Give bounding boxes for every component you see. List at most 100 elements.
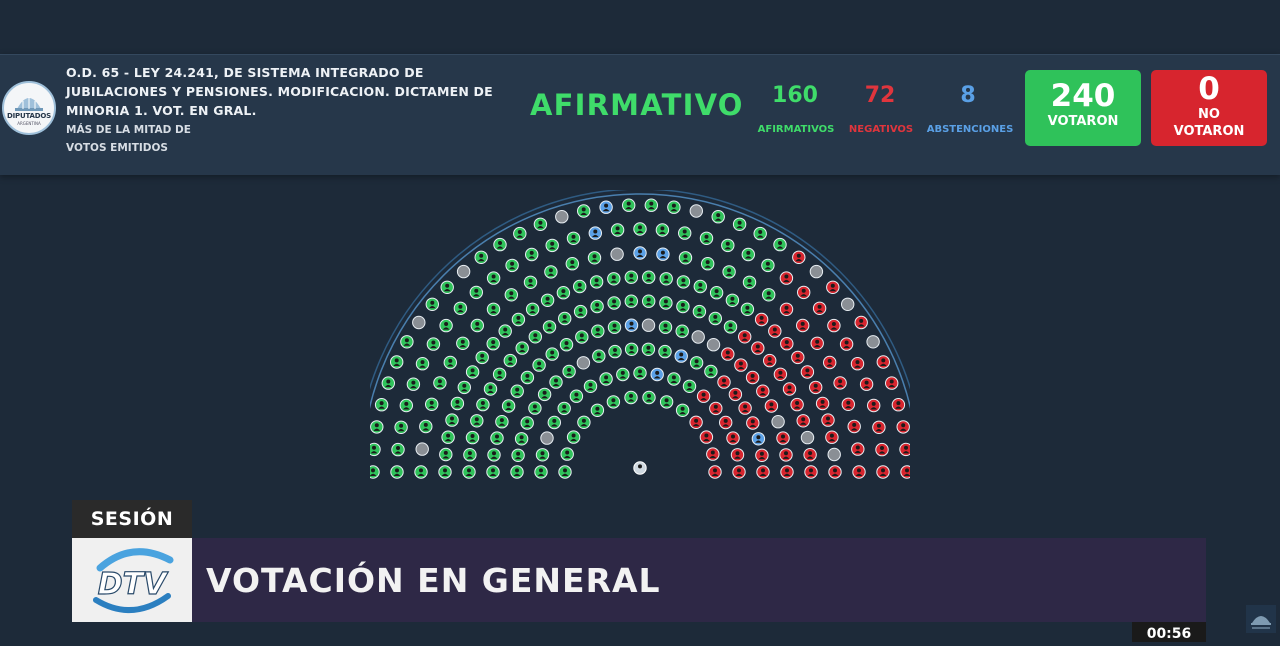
seat xyxy=(780,465,794,479)
logo-subtext: ARGENTINA xyxy=(17,121,41,126)
seat xyxy=(659,395,674,409)
seat xyxy=(803,448,817,462)
hemicycle-seating-chart xyxy=(370,190,910,479)
seat xyxy=(751,341,765,355)
seat xyxy=(583,379,598,394)
seat xyxy=(577,415,591,430)
seat xyxy=(557,401,571,416)
seat xyxy=(440,280,454,295)
seat xyxy=(493,237,507,252)
seat xyxy=(768,324,782,338)
seat xyxy=(642,270,656,284)
seat xyxy=(730,448,745,462)
section-tag: SESIÓN xyxy=(72,500,192,538)
seat xyxy=(711,210,725,224)
seat xyxy=(678,226,692,240)
affirmative-label: AFIRMATIVOS xyxy=(757,124,835,135)
seat xyxy=(575,330,589,344)
seat xyxy=(779,302,794,317)
seat xyxy=(726,431,740,445)
seat xyxy=(453,301,468,316)
seat xyxy=(804,465,818,479)
seat xyxy=(542,320,557,334)
voted-box: 240 VOTARON xyxy=(1025,70,1141,146)
seat xyxy=(779,448,793,462)
dtv-logo-text: DTV xyxy=(98,567,169,602)
seat xyxy=(740,302,755,317)
seat xyxy=(390,465,404,479)
seat xyxy=(607,320,622,334)
seat xyxy=(633,246,647,260)
seat xyxy=(790,397,804,412)
diputados-logo: DIPUTADOS ARGENTINA xyxy=(2,81,56,135)
dtv-logo-icon: DTV xyxy=(93,548,174,613)
seat xyxy=(854,315,868,330)
seat xyxy=(753,226,767,241)
seat xyxy=(676,299,690,314)
seat xyxy=(457,380,472,395)
seat xyxy=(780,337,794,351)
seat xyxy=(608,344,622,359)
seat xyxy=(876,355,890,369)
seat xyxy=(841,297,855,312)
seat xyxy=(483,382,498,396)
seat xyxy=(773,237,787,252)
seat xyxy=(800,365,815,379)
seat xyxy=(475,350,489,365)
seat xyxy=(782,382,797,396)
seat xyxy=(456,336,470,351)
seat xyxy=(719,415,733,430)
seat xyxy=(505,258,519,273)
seat xyxy=(866,335,880,349)
seat xyxy=(742,275,757,290)
seat xyxy=(445,413,459,427)
seat xyxy=(465,365,480,379)
seat xyxy=(590,403,605,418)
seat xyxy=(633,222,647,236)
seat xyxy=(415,442,429,456)
not-voted-label-2: VOTARON xyxy=(1173,124,1245,139)
seat xyxy=(725,293,740,308)
seat xyxy=(599,200,613,214)
seat xyxy=(562,364,576,379)
seat xyxy=(624,342,639,357)
seat xyxy=(655,223,670,237)
seat xyxy=(642,390,656,405)
seat xyxy=(779,271,794,285)
seat xyxy=(487,448,501,462)
seat xyxy=(525,302,540,317)
seat xyxy=(545,238,559,253)
hemicycle-outline-arc xyxy=(370,193,910,410)
seat xyxy=(699,231,714,245)
seat xyxy=(573,279,587,294)
seat xyxy=(900,465,910,479)
congress-dome-icon xyxy=(15,97,43,111)
seat xyxy=(689,204,703,218)
seat xyxy=(555,210,569,224)
seat xyxy=(796,318,810,333)
seat xyxy=(501,399,516,413)
seat xyxy=(841,397,855,412)
seat xyxy=(540,431,554,445)
seat xyxy=(675,403,690,418)
seat xyxy=(511,448,525,462)
seat xyxy=(797,285,811,300)
seat xyxy=(756,465,770,479)
seat xyxy=(682,379,697,394)
seat xyxy=(450,396,465,411)
seat xyxy=(537,387,552,402)
seat xyxy=(370,465,380,479)
seat xyxy=(776,431,790,445)
seat xyxy=(706,447,720,461)
seat xyxy=(463,448,477,462)
seat xyxy=(762,288,776,302)
seat xyxy=(576,356,591,370)
voted-label: VOTARON xyxy=(1047,114,1119,129)
seat xyxy=(693,279,707,294)
seat xyxy=(751,432,766,446)
seat xyxy=(591,324,605,338)
seat xyxy=(732,465,746,479)
seat xyxy=(577,204,591,218)
seat xyxy=(675,324,689,338)
seat xyxy=(658,320,673,334)
